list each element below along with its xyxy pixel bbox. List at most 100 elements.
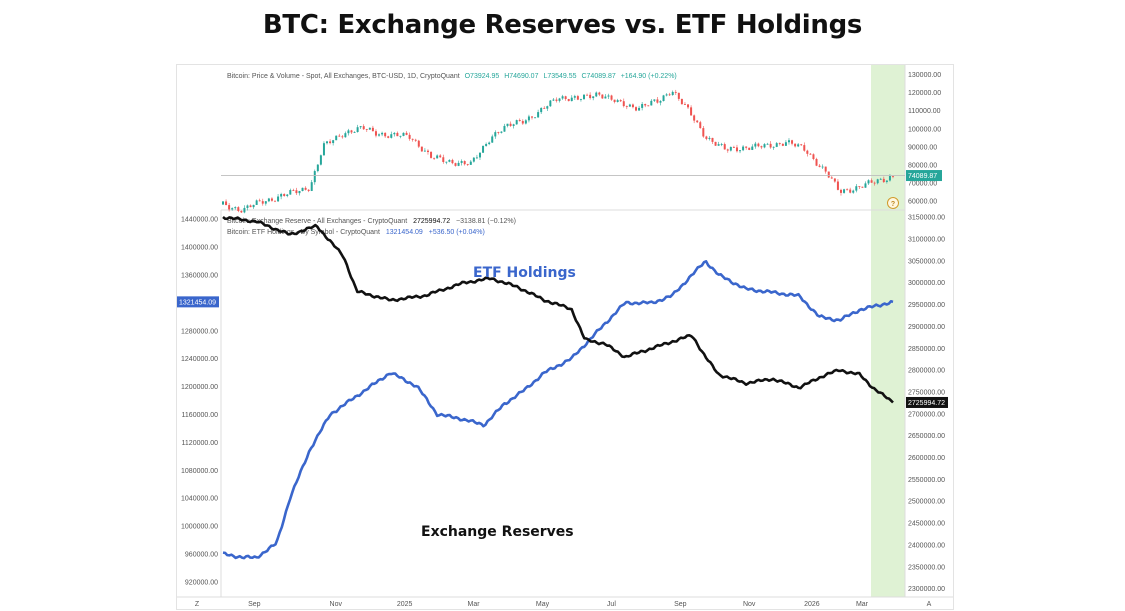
candle-body	[638, 107, 641, 111]
candle-body	[665, 94, 668, 96]
candle-body	[717, 144, 720, 146]
price-candles	[222, 89, 894, 214]
x-tick-label: Mar	[468, 601, 481, 608]
candle-body	[855, 186, 858, 191]
etf-tick-label: 1400000.00	[181, 245, 218, 252]
candle-body	[503, 125, 506, 132]
candle-body	[537, 112, 540, 118]
candle-body	[228, 205, 231, 210]
candle-body	[583, 94, 586, 100]
candle-body	[466, 164, 469, 165]
candle-body	[867, 180, 870, 184]
candle-body	[806, 150, 809, 154]
etf-tick-label: 1240000.00	[181, 356, 218, 363]
candle-body	[258, 200, 261, 202]
etf-tick-label: 960000.00	[185, 551, 218, 558]
chart-canvas[interactable]: Bitcoin: Price & Volume - Spot, All Exch…	[177, 65, 953, 609]
candle-body	[766, 143, 769, 145]
x-tick-label: 2026	[804, 601, 820, 608]
reserve-tick-label: 3100000.00	[908, 237, 945, 244]
x-tick-label: Nov	[743, 601, 756, 608]
candle-body	[378, 134, 381, 136]
candle-body	[326, 141, 329, 144]
price-tick-label: 70000.00	[908, 180, 937, 187]
candle-body	[885, 180, 888, 183]
candle-body	[381, 132, 384, 135]
reserve-tick-label: 2350000.00	[908, 564, 945, 571]
candle-body	[791, 140, 794, 144]
candle-body	[289, 190, 292, 195]
candle-body	[800, 144, 803, 146]
candle-body	[696, 120, 699, 123]
candle-body	[534, 117, 537, 119]
candle-body	[515, 120, 518, 125]
candle-body	[561, 96, 564, 99]
etf-tick-label: 1000000.00	[181, 524, 218, 531]
candle-body	[778, 143, 781, 144]
svg-text:?: ?	[891, 201, 895, 208]
candle-body	[261, 201, 264, 204]
reserve-tick-label: 2600000.00	[908, 455, 945, 462]
axis-right-button[interactable]: A	[927, 601, 932, 608]
candle-body	[475, 157, 478, 159]
candle-body	[301, 187, 304, 192]
candle-body	[846, 189, 849, 191]
candle-body	[573, 96, 576, 98]
candle-body	[374, 131, 377, 136]
candle-body	[399, 135, 402, 137]
price-tick-label: 120000.00	[908, 90, 941, 97]
candle-body	[687, 104, 690, 108]
event-marker[interactable]: ?	[887, 197, 899, 209]
candle-body	[714, 141, 717, 146]
etf-holdings-line	[222, 260, 894, 560]
candle-body	[849, 189, 852, 193]
candle-body	[757, 143, 760, 147]
candle-body	[610, 95, 613, 100]
candle-body	[255, 200, 258, 205]
candle-body	[488, 142, 491, 145]
highlight-region	[871, 65, 905, 597]
candle-body	[671, 91, 674, 96]
candle-body	[319, 155, 322, 165]
candle-body	[653, 99, 656, 101]
etf-last-value: 1321454.09	[177, 296, 219, 308]
candle-body	[274, 200, 277, 202]
candle-body	[267, 198, 270, 202]
candle-body	[454, 163, 457, 166]
candle-body	[818, 165, 821, 167]
candle-body	[567, 99, 570, 102]
candle-body	[530, 116, 533, 118]
candle-body	[527, 116, 530, 121]
candle-body	[870, 180, 873, 183]
candle-body	[521, 121, 524, 124]
chart-frame: Bitcoin: Price & Volume - Spot, All Exch…	[176, 64, 954, 610]
candle-body	[668, 94, 671, 96]
candle-body	[405, 132, 408, 135]
candle-body	[353, 132, 356, 133]
candle-body	[680, 98, 683, 105]
candle-body	[543, 107, 546, 109]
candle-body	[359, 126, 362, 128]
candle-body	[225, 201, 228, 206]
candle-body	[555, 99, 558, 101]
candle-body	[735, 147, 738, 152]
candle-body	[338, 135, 341, 137]
price-tick-label: 80000.00	[908, 162, 937, 169]
candle-body	[231, 208, 234, 210]
candle-body	[751, 146, 754, 150]
candle-body	[332, 140, 335, 144]
time-axis-ticks: Sep Nov 2025 Mar May Jul Sep Nov 2026 Mar	[248, 601, 869, 608]
candle-body	[313, 171, 316, 183]
candle-body	[497, 132, 500, 133]
candle-body	[852, 190, 855, 193]
candle-body	[417, 140, 420, 147]
candle-body	[641, 104, 644, 108]
candle-body	[775, 143, 778, 147]
candle-body	[500, 131, 503, 133]
candle-body	[836, 181, 839, 190]
candle-body	[430, 152, 433, 158]
etf-tick-label: 1120000.00	[182, 440, 219, 447]
candle-body	[524, 120, 527, 124]
axis-left-button[interactable]: Z	[195, 601, 200, 608]
candle-body	[439, 155, 442, 158]
